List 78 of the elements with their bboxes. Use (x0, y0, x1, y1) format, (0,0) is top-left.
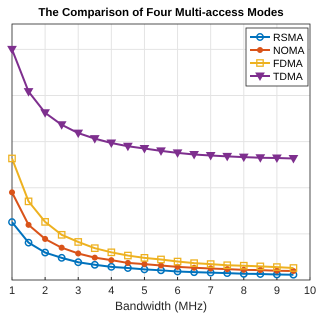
x-tick-label: 4 (108, 285, 114, 297)
x-tick-label: 8 (240, 285, 247, 297)
point (256, 154, 265, 162)
point (157, 256, 165, 264)
x-tick-label: 9 (274, 285, 280, 297)
point (8, 46, 16, 54)
point (41, 218, 49, 226)
point (42, 236, 48, 242)
point (206, 260, 215, 268)
point (8, 218, 16, 226)
x-tick-label: 5 (141, 285, 148, 297)
point (124, 252, 132, 260)
point (272, 270, 281, 278)
x-axis-title: Bandwidth (MHz) (114, 299, 208, 313)
point (140, 145, 149, 154)
point (75, 250, 82, 257)
point (141, 261, 148, 268)
point (223, 269, 232, 278)
point (24, 198, 32, 206)
point (272, 154, 282, 162)
chart-title: The Comparison of Four Multi-access Modes (38, 7, 284, 19)
point (206, 268, 215, 277)
point (140, 265, 148, 274)
x-tick-label: 3 (75, 285, 82, 297)
point (108, 257, 114, 264)
point (8, 154, 16, 162)
point (106, 140, 116, 148)
point (239, 154, 248, 162)
point (290, 264, 298, 272)
point (140, 254, 148, 262)
point (157, 266, 165, 274)
x-tick-label: 2 (42, 285, 48, 297)
legend-label: TDMA (273, 71, 303, 83)
legend-label: FDMA (273, 58, 303, 70)
legend-label: RSMA (273, 32, 304, 44)
point (90, 135, 100, 144)
point (8, 189, 16, 196)
point (74, 258, 82, 266)
point (190, 151, 199, 160)
point (90, 244, 99, 252)
point (124, 264, 132, 272)
point (223, 261, 232, 270)
point (256, 262, 264, 270)
point (190, 268, 198, 276)
point (107, 248, 116, 256)
point (74, 130, 83, 138)
point (58, 230, 66, 239)
point (156, 147, 166, 156)
x-tick-label: 7 (208, 285, 214, 297)
point (124, 260, 131, 266)
point (288, 154, 298, 163)
x-tick-label: 1 (8, 285, 16, 297)
point (206, 152, 216, 160)
point (174, 258, 182, 266)
point (90, 260, 99, 269)
point (58, 244, 65, 251)
point (24, 88, 34, 96)
point (158, 262, 164, 269)
point (41, 248, 50, 257)
point (240, 262, 248, 270)
point (57, 121, 66, 130)
point (222, 152, 232, 161)
point (173, 149, 182, 158)
point (24, 238, 33, 247)
point (58, 254, 66, 262)
point (256, 270, 264, 278)
point (107, 262, 116, 271)
point (123, 142, 132, 151)
point (92, 254, 98, 261)
point (74, 238, 82, 246)
point (273, 263, 281, 271)
legend-label: NOMA (273, 45, 304, 57)
x-tick-label: 10 (304, 285, 316, 297)
point (190, 259, 198, 268)
point (26, 222, 32, 228)
point (174, 268, 182, 276)
point (40, 109, 50, 118)
x-tick-label: 6 (174, 285, 181, 297)
